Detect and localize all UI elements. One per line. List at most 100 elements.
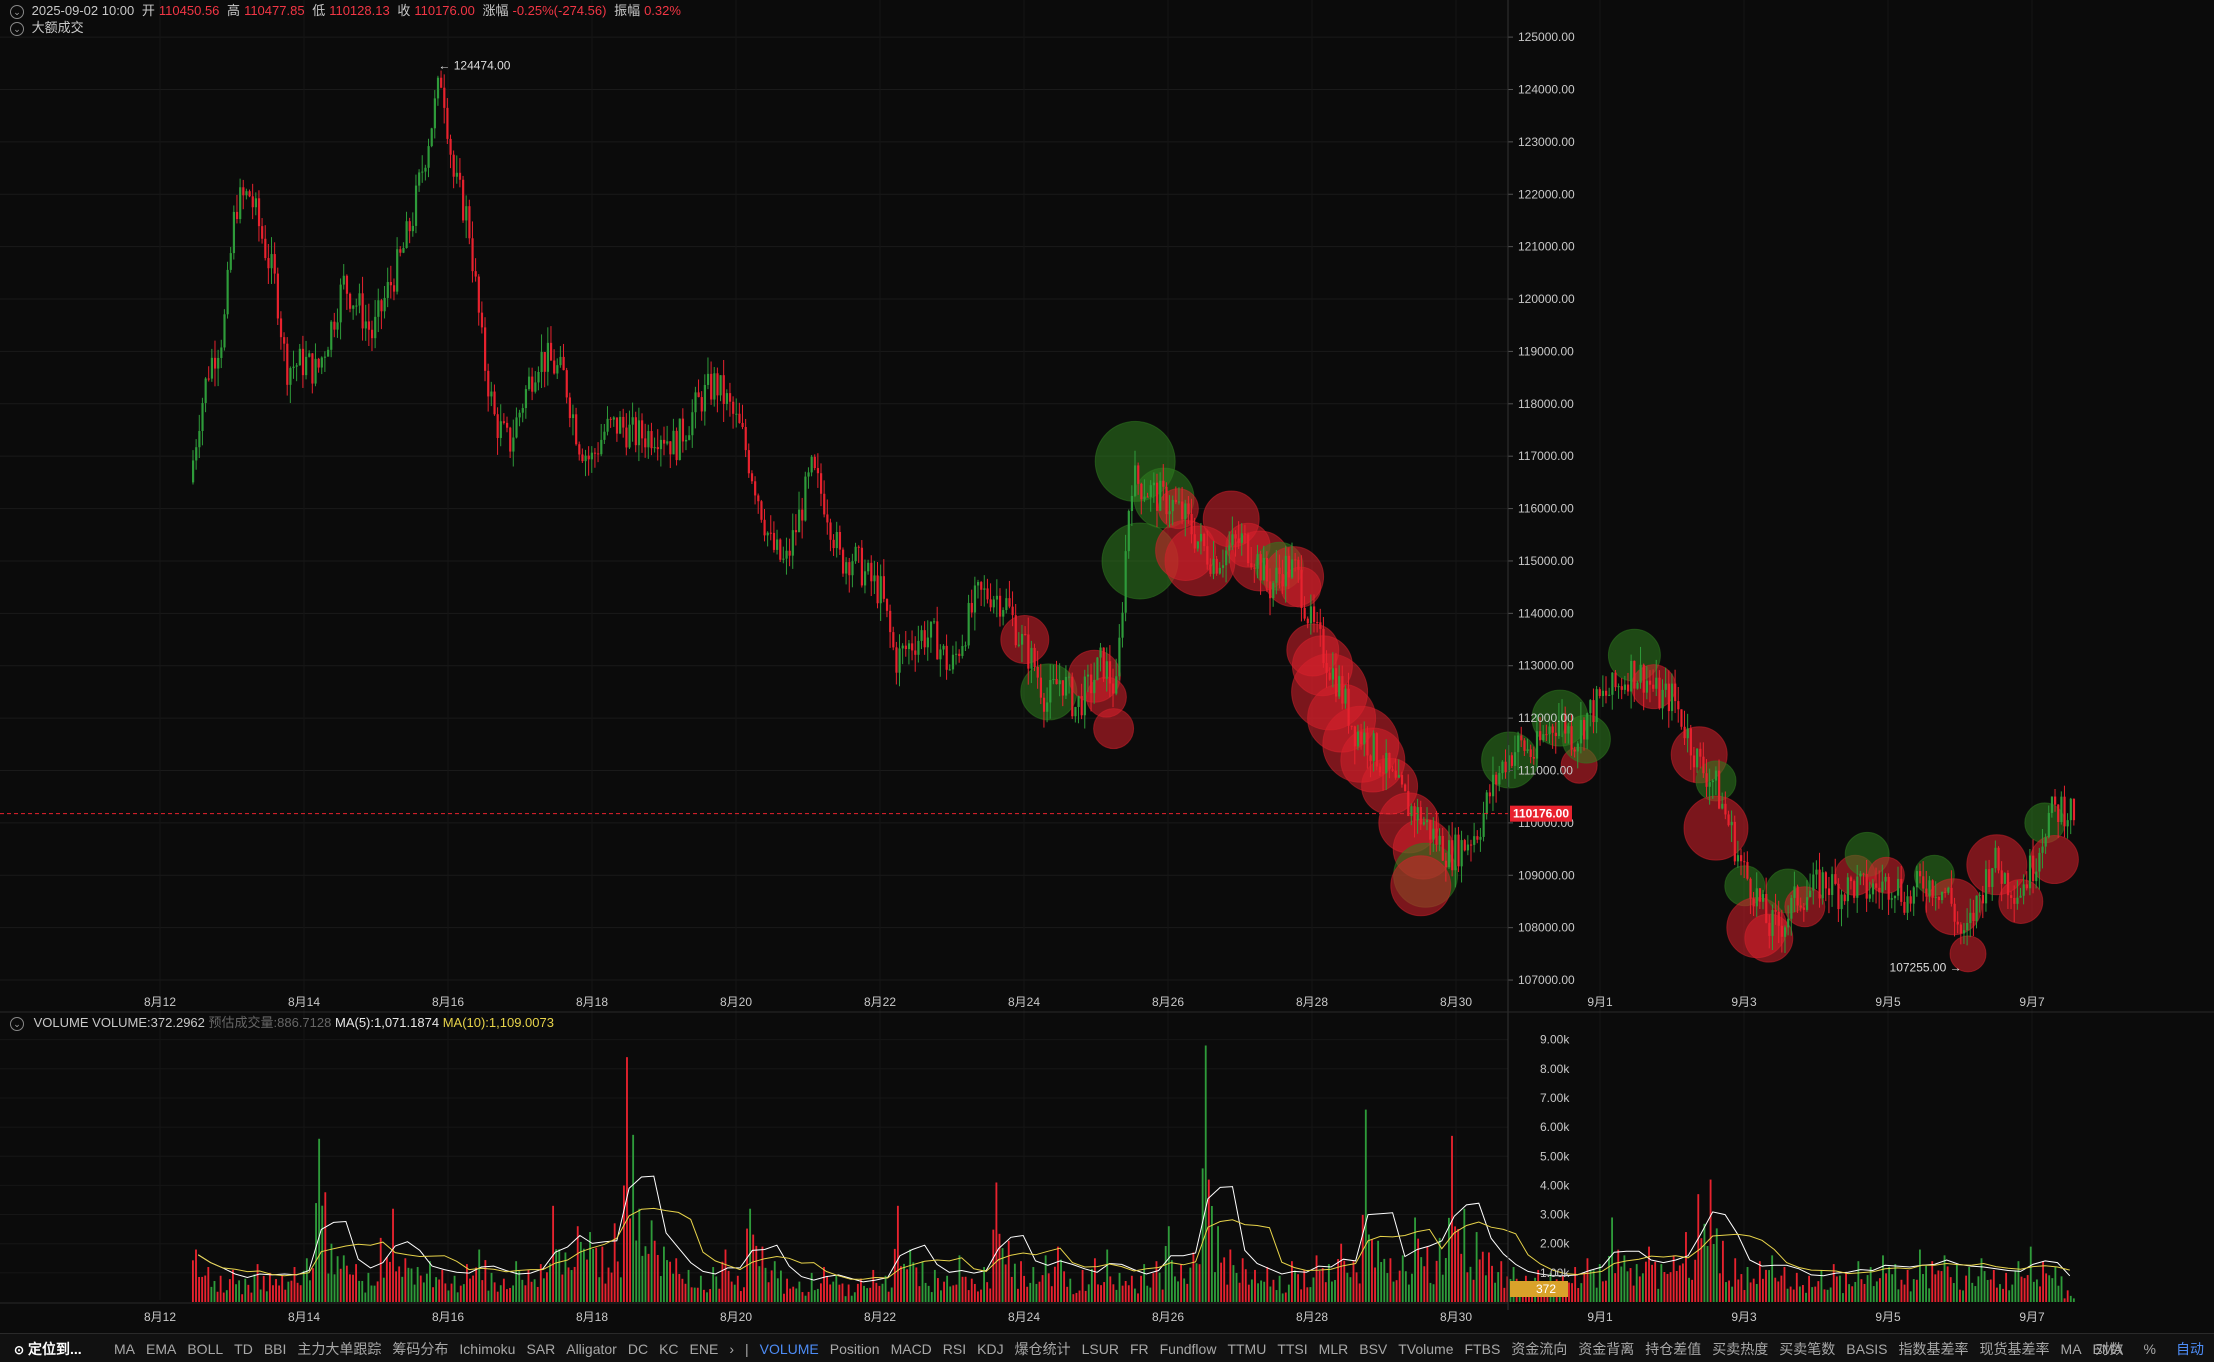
volume-tick-label: 6.00k — [1540, 1120, 1570, 1134]
candle-body — [716, 373, 719, 396]
candle-body — [1821, 872, 1824, 899]
sub-indicator-23[interactable]: MA — [2060, 1341, 2082, 1357]
candle-body — [1520, 735, 1523, 741]
candle-body — [430, 128, 433, 147]
sub-indicator-24[interactable]: EMA — [2092, 1341, 2123, 1357]
collapse-icon[interactable]: ⌄ — [10, 21, 24, 36]
more-indicators-chevron-icon[interactable]: › — [729, 1341, 734, 1357]
volume-bar — [752, 1234, 755, 1302]
sub-indicator-0[interactable]: VOLUME — [759, 1341, 819, 1357]
volume-bar — [1875, 1281, 1878, 1302]
indicator-alligator[interactable]: Alligator — [566, 1341, 617, 1357]
indicator-ichimoku[interactable]: Ichimoku — [459, 1341, 516, 1357]
sub-indicator-19[interactable]: 买卖笔数 — [1779, 1341, 1836, 1357]
volume-bar — [1589, 1270, 1592, 1302]
candle-body — [2032, 855, 2035, 882]
volume-bar — [1629, 1268, 1632, 1302]
candle-body — [2069, 798, 2072, 821]
candle-body — [1805, 897, 1809, 910]
big-trade-bubble — [1000, 615, 1050, 665]
candle-body — [1391, 769, 1394, 771]
sub-indicator-15[interactable]: 资金流向 — [1511, 1341, 1568, 1357]
candle-body — [1683, 726, 1686, 739]
indicator-dc[interactable]: DC — [627, 1341, 649, 1357]
volume-bar — [690, 1287, 693, 1302]
candle-body — [1397, 774, 1400, 778]
indicator-筹码分布[interactable]: 筹码分布 — [392, 1341, 449, 1357]
scale-option-0[interactable]: 对数 — [2095, 1341, 2124, 1357]
sub-indicator-13[interactable]: TVolume — [1398, 1341, 1454, 1357]
sub-indicator-20[interactable]: BASIS — [1846, 1341, 1888, 1357]
candle-body — [323, 356, 327, 358]
sub-indicator-12[interactable]: BSV — [1359, 1341, 1388, 1357]
indicator-ema[interactable]: EMA — [146, 1341, 177, 1357]
indicator-boll[interactable]: BOLL — [187, 1341, 224, 1357]
volume-bar — [1798, 1286, 1801, 1302]
sub-indicator-14[interactable]: FTBS — [1464, 1341, 1501, 1357]
sub-indicator-21[interactable]: 指数基差率 — [1898, 1341, 1969, 1357]
volume-bar — [358, 1280, 361, 1302]
indicator-主力大单跟踪[interactable]: 主力大单跟踪 — [297, 1341, 382, 1357]
date-tick-label: 8月28 — [1296, 1310, 1328, 1324]
collapse-icon[interactable]: ⌄ — [10, 4, 24, 19]
volume-bar — [893, 1248, 896, 1302]
collapse-icon[interactable]: ⌄ — [10, 1016, 24, 1031]
chart-canvas[interactable]: 125000.00 124000.00 123000.00 122000.00 1210… — [0, 0, 2214, 1333]
sub-indicator-16[interactable]: 资金背离 — [1578, 1341, 1635, 1357]
candle-body — [1953, 903, 1956, 922]
indicator-sar[interactable]: SAR — [526, 1341, 556, 1357]
indicator-kc[interactable]: KC — [659, 1341, 679, 1357]
scale-option-1[interactable]: % — [2143, 1341, 2156, 1357]
sub-indicator-3[interactable]: RSI — [942, 1341, 967, 1357]
candle-body — [1981, 894, 1984, 904]
volume-tick-label: 2.00k — [1540, 1237, 1570, 1251]
sub-indicator-9[interactable]: TTMU — [1227, 1341, 1267, 1357]
candle-body — [468, 206, 471, 239]
sub-indicator-22[interactable]: 现货基差率 — [1979, 1341, 2050, 1357]
sub-indicator-8[interactable]: Fundflow — [1159, 1341, 1217, 1357]
sub-indicator-17[interactable]: 持仓差值 — [1645, 1341, 1702, 1357]
candle-body — [622, 416, 625, 428]
sub-indicator-10[interactable]: TTSI — [1277, 1341, 1308, 1357]
candle-body — [914, 650, 917, 655]
sub-indicator-1[interactable]: Position — [829, 1341, 880, 1357]
indicator-ene[interactable]: ENE — [689, 1341, 719, 1357]
indicator-td[interactable]: TD — [234, 1341, 253, 1357]
volume-bar — [675, 1258, 678, 1302]
volume-bar — [410, 1268, 413, 1302]
volume-bar — [663, 1246, 665, 1302]
candle-body — [1466, 844, 1470, 851]
volume-bar — [1060, 1259, 1062, 1302]
sub-indicator-5[interactable]: 爆仓统计 — [1014, 1341, 1071, 1357]
sub-indicator-18[interactable]: 买卖热度 — [1712, 1341, 1769, 1357]
volume-bar — [1207, 1179, 1210, 1302]
volume-bar — [1851, 1286, 1854, 1302]
volume-bar — [2045, 1273, 2048, 1302]
volume-bar — [1254, 1269, 1256, 1302]
volume-bar — [2026, 1275, 2029, 1302]
volume-bar — [342, 1255, 345, 1302]
locate-button[interactable]: ⊙ 定位到... — [14, 1339, 82, 1359]
candle-body — [1875, 883, 1878, 888]
volume-bar — [281, 1275, 284, 1302]
volume-bar — [1020, 1261, 1022, 1302]
candle-body — [1978, 894, 1981, 896]
volume-bar — [958, 1255, 961, 1302]
volume-bar — [518, 1271, 521, 1302]
indicator-ma[interactable]: MA — [114, 1341, 135, 1357]
sub-indicator-2[interactable]: MACD — [890, 1341, 932, 1357]
volume-bar — [724, 1249, 727, 1302]
candle-body — [1476, 836, 1479, 840]
indicator-bbi[interactable]: BBI — [263, 1341, 287, 1357]
volume-bar — [786, 1278, 788, 1302]
volume-bar — [1863, 1283, 1866, 1302]
sub-indicator-7[interactable]: FR — [1129, 1341, 1149, 1357]
sub-indicator-11[interactable]: MLR — [1318, 1341, 1349, 1357]
candle-body — [653, 447, 656, 449]
scale-option-2[interactable]: 自动 — [2176, 1341, 2204, 1357]
candle-body — [1429, 820, 1432, 840]
sub-indicator-6[interactable]: LSUR — [1081, 1341, 1119, 1357]
volume-bar — [1934, 1274, 1937, 1302]
candle-body — [1190, 513, 1193, 535]
sub-indicator-4[interactable]: KDJ — [977, 1341, 1004, 1357]
